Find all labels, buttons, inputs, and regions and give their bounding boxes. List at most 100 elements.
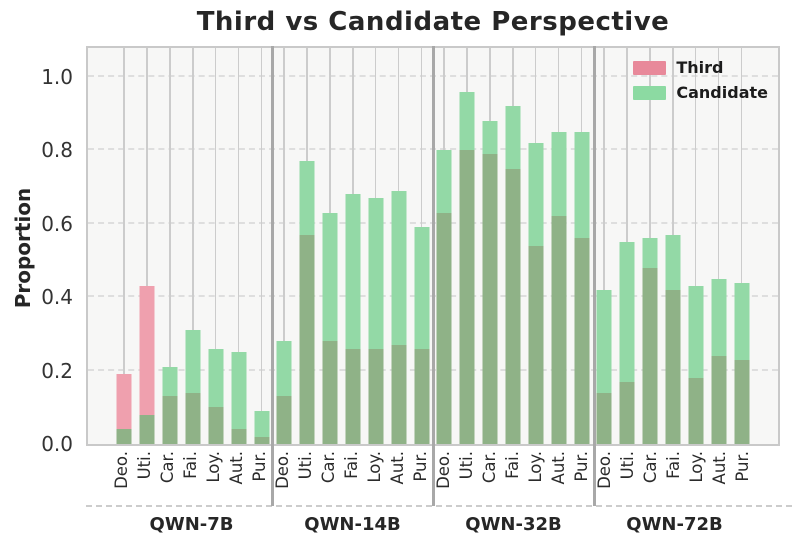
- gridline-vertical: [603, 48, 605, 444]
- bar-segment-candidate: [596, 289, 612, 393]
- x-tick-label: Pur.: [733, 451, 753, 482]
- y-axis-ticks: 0.0 0.2 0.4 0.6 0.8 1.0: [0, 46, 80, 454]
- legend-label-third: Third: [676, 58, 724, 77]
- bar-slot: [730, 48, 753, 444]
- x-tick-label: Fai.: [503, 451, 523, 479]
- bar-segment-candidate: [642, 238, 658, 268]
- x-tick-label: Loy.: [365, 451, 385, 483]
- bar-slot: [159, 48, 182, 444]
- x-tick-label: Fai.: [664, 451, 684, 479]
- bar-segment-overlap: [254, 436, 270, 444]
- legend-label-candidate: Candidate: [676, 83, 768, 102]
- bar-segment-overlap: [665, 289, 681, 444]
- bar-segment-overlap: [139, 414, 155, 444]
- bar-slot: [662, 48, 685, 444]
- x-tick-slot: Aut.: [548, 448, 571, 506]
- bar-slot: [707, 48, 730, 444]
- bar-uti: [619, 242, 635, 444]
- bar-segment-overlap: [619, 381, 635, 444]
- bar-segment-overlap: [276, 396, 292, 444]
- chart-area: Third Candidate Deo. Uti. Car. Fai. Loy. Aut.…: [86, 46, 792, 551]
- x-tick-slot: Pur.: [410, 448, 433, 506]
- tick-group: Deo. Uti. Car. Fai. Loy. Aut. Pur.: [111, 448, 272, 506]
- bar-segment-candidate: [345, 194, 361, 349]
- bar-car: [642, 238, 658, 444]
- bar-segment-candidate: [459, 91, 475, 151]
- gridline-vertical: [214, 48, 217, 444]
- bar-segment-candidate: [665, 234, 681, 290]
- bar-fai: [505, 106, 521, 444]
- x-tick-label: Fai.: [181, 451, 201, 479]
- x-tick-slot: Aut.: [226, 448, 249, 506]
- x-tick-slot: Pur.: [732, 448, 755, 506]
- bar-deo: [116, 374, 132, 444]
- bar-segment-overlap: [459, 150, 475, 444]
- x-tick-label: Loy.: [687, 451, 707, 483]
- x-tick-slot: Car.: [157, 448, 180, 506]
- bar-segment-candidate: [482, 121, 498, 155]
- group-label-divider: [86, 505, 792, 507]
- bar-slot: [502, 48, 525, 444]
- bar-segment-candidate: [734, 282, 750, 360]
- third-swatch-icon: [633, 61, 667, 75]
- bar-segment-overlap: [185, 392, 201, 444]
- bar-fai: [665, 234, 681, 444]
- bar-segment-candidate: [391, 190, 407, 345]
- group-label-qwn-7b: QWN-7B: [149, 514, 234, 535]
- bar-slot: [227, 48, 250, 444]
- bar-segment-overlap: [162, 396, 178, 444]
- x-tick-slot: Car.: [640, 448, 663, 506]
- x-tick-label: Aut.: [549, 451, 569, 485]
- group-label-qwn-14b: QWN-14B: [304, 514, 401, 535]
- bar-fai: [185, 330, 201, 444]
- x-tick-label: Deo.: [273, 451, 293, 489]
- bar-segment-third: [116, 374, 132, 430]
- bar-segment-candidate: [162, 366, 178, 397]
- x-tick-slot: Loy.: [686, 448, 709, 506]
- x-tick-label: Aut.: [710, 451, 730, 485]
- y-tick-label: 0.2: [41, 358, 73, 383]
- bar-segment-candidate: [276, 341, 292, 397]
- group-separator: [270, 46, 274, 506]
- bar-car: [162, 366, 178, 444]
- x-tick-slot: Deo.: [594, 448, 617, 506]
- legend-item-third: Third: [633, 60, 768, 76]
- bar-segment-overlap: [551, 216, 567, 444]
- bar-slot: [387, 48, 410, 444]
- bar-segment-overlap: [322, 341, 338, 444]
- bar-segment-candidate: [231, 352, 247, 430]
- bar-slot: [433, 48, 456, 444]
- bar-loy: [528, 143, 544, 444]
- bar-slot: [319, 48, 342, 444]
- x-tick-slot: Uti.: [617, 448, 640, 506]
- bar-aut: [711, 278, 727, 444]
- x-tick-label: Deo.: [595, 451, 615, 489]
- bar-group-qwn-32b: [433, 48, 593, 444]
- bar-segment-overlap: [299, 234, 315, 444]
- y-tick-label: 0.6: [41, 211, 73, 236]
- bar-loy: [208, 348, 224, 444]
- x-tick-label: Pur.: [411, 451, 431, 482]
- x-tick-slot: Loy.: [525, 448, 548, 506]
- bar-slot: [182, 48, 205, 444]
- x-tick-slot: Car.: [318, 448, 341, 506]
- bar-segment-overlap: [482, 154, 498, 444]
- x-tick-label: Aut.: [227, 451, 247, 485]
- bar-uti: [459, 91, 475, 444]
- gridline-vertical: [694, 48, 697, 444]
- x-tick-slot: Pur.: [571, 448, 594, 506]
- bar-segment-overlap: [116, 429, 132, 444]
- bar-car: [482, 121, 498, 444]
- bar-pur: [734, 282, 750, 444]
- gridline-vertical: [123, 48, 125, 444]
- x-tick-label: Loy.: [526, 451, 546, 483]
- group-separator: [592, 46, 596, 506]
- x-tick-label: Aut.: [388, 451, 408, 485]
- x-tick-slot: Loy.: [203, 448, 226, 506]
- bar-segment-candidate: [368, 198, 384, 349]
- bar-segment-overlap: [368, 348, 384, 444]
- bar-slot: [639, 48, 662, 444]
- bar-group-qwn-7b: [113, 48, 273, 444]
- bar-segment-overlap: [574, 238, 590, 444]
